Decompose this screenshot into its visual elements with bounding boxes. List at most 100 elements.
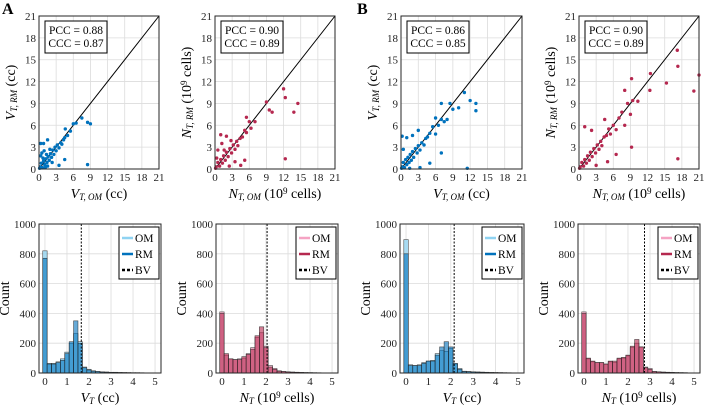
x-tick-label: 18 xyxy=(136,172,148,184)
histogram-bar-rm xyxy=(607,360,613,374)
scatter-point xyxy=(42,149,46,153)
histogram-bar-rm xyxy=(616,357,622,374)
x-axis-label: NT (109 cells) xyxy=(239,390,315,406)
scatter-point xyxy=(648,88,652,93)
scatter-point xyxy=(228,146,232,151)
y-tick-label: 6 xyxy=(571,120,577,132)
scatter-point xyxy=(50,160,54,165)
x-tick-label: 21 xyxy=(330,172,341,184)
x-tick-label: 1 xyxy=(603,376,609,388)
scatter-point xyxy=(296,101,300,106)
scatter-point xyxy=(439,151,444,155)
scatter-point xyxy=(604,133,609,138)
histogram-bar-rm xyxy=(272,368,278,374)
identity-line xyxy=(578,15,700,170)
histogram-bar-rm xyxy=(425,360,431,374)
x-tick-label: 5 xyxy=(152,376,158,388)
scatter-point xyxy=(39,154,43,158)
scatter-point xyxy=(45,160,49,165)
y-tick-label: 18 xyxy=(387,33,399,45)
y-tick-label: 18 xyxy=(201,33,213,45)
x-tick-label: 4 xyxy=(493,376,499,388)
x-axis-label: VT (cc) xyxy=(443,391,482,406)
scatter-point xyxy=(55,143,59,147)
scatter-point xyxy=(599,139,603,144)
scatter-point xyxy=(224,134,229,138)
histogram-bar-rm xyxy=(599,362,605,374)
scatter-point xyxy=(442,119,446,124)
scatter-point xyxy=(416,128,420,133)
scatter-point xyxy=(264,100,269,104)
histogram-bar-rm xyxy=(443,341,449,374)
scatter-point xyxy=(49,155,54,160)
x-tick-label: 3 xyxy=(229,172,235,184)
y-tick-label: 12 xyxy=(387,77,398,89)
x-tick-label: 3 xyxy=(416,172,422,184)
scatter-point xyxy=(415,151,419,155)
scatter-point xyxy=(216,148,220,152)
scatter-point xyxy=(597,147,601,152)
scatter-point xyxy=(45,164,50,168)
scatter-point xyxy=(588,150,593,154)
y-tick-label: 0 xyxy=(31,164,37,176)
x-tick-label: 9 xyxy=(628,172,634,184)
axes-box xyxy=(38,223,162,374)
scatter-point xyxy=(44,157,48,161)
x-axis-label: NT, OM (109 cells) xyxy=(592,186,686,202)
histogram-bar-rm xyxy=(634,339,640,374)
panel-label-a: A xyxy=(2,1,14,18)
y-tick-label: 6 xyxy=(207,120,213,132)
histogram-bar-rm xyxy=(621,357,627,374)
scatter-point xyxy=(474,101,478,106)
legend-label-bv: BV xyxy=(135,265,152,277)
histogram-bar-rm xyxy=(581,313,587,374)
scatter-point xyxy=(583,125,587,129)
axes-box xyxy=(38,15,160,170)
scatter-point xyxy=(233,160,237,164)
scatter-point xyxy=(267,108,271,112)
scatter-point xyxy=(403,157,408,162)
scatter-point xyxy=(620,110,624,114)
y-tick-label: 1000 xyxy=(14,219,37,231)
histogram-bar-rm xyxy=(241,356,247,374)
y-tick-label: 6 xyxy=(31,120,37,132)
x-tick-label: 4 xyxy=(130,376,136,388)
y-tick-label: 15 xyxy=(387,55,399,67)
y-tick-label: 21 xyxy=(25,11,36,23)
y-tick-label: 21 xyxy=(201,11,212,23)
scatter-point xyxy=(43,162,47,167)
scatter-point xyxy=(648,71,653,76)
scatter-point xyxy=(292,110,296,114)
scatter-point xyxy=(39,161,43,165)
scatter-point xyxy=(451,107,455,111)
A-hist-N-chart: 0 1 2 3 4 5 0 200 400 600 800 1000 OM RM BV NT (109 cel… xyxy=(175,219,339,406)
pcc-label: PCC = 0.90 xyxy=(225,25,279,37)
scatter-point xyxy=(418,165,422,170)
y-tick-label: 0 xyxy=(207,164,213,176)
scatter-point xyxy=(41,156,45,160)
y-tick-label: 200 xyxy=(197,338,214,350)
legend-label-om: OM xyxy=(674,233,693,245)
scatter-point xyxy=(244,130,249,135)
x-tick-label: 12 xyxy=(278,172,289,184)
scatter-point xyxy=(468,98,472,103)
y-tick-label: 1000 xyxy=(553,219,576,231)
histogram-bar-rm xyxy=(73,320,79,374)
axes-box xyxy=(214,15,336,170)
scatter-point xyxy=(425,135,430,139)
scatter-point xyxy=(283,157,287,161)
scatter-point xyxy=(217,164,222,168)
histogram-bar-rm xyxy=(55,362,61,374)
scatter-point xyxy=(430,125,435,129)
y-tick-label: 600 xyxy=(197,279,214,291)
scatter-point xyxy=(229,138,233,143)
legend-label-rm: RM xyxy=(498,249,516,261)
x-tick-label: 18 xyxy=(676,172,688,184)
x-tick-label: 3 xyxy=(593,172,599,184)
axes-box xyxy=(400,15,523,170)
scatter-point xyxy=(235,139,239,144)
y-tick-label: 200 xyxy=(20,338,37,350)
histogram-bar-rm xyxy=(64,353,70,374)
scatter-point xyxy=(54,149,58,153)
